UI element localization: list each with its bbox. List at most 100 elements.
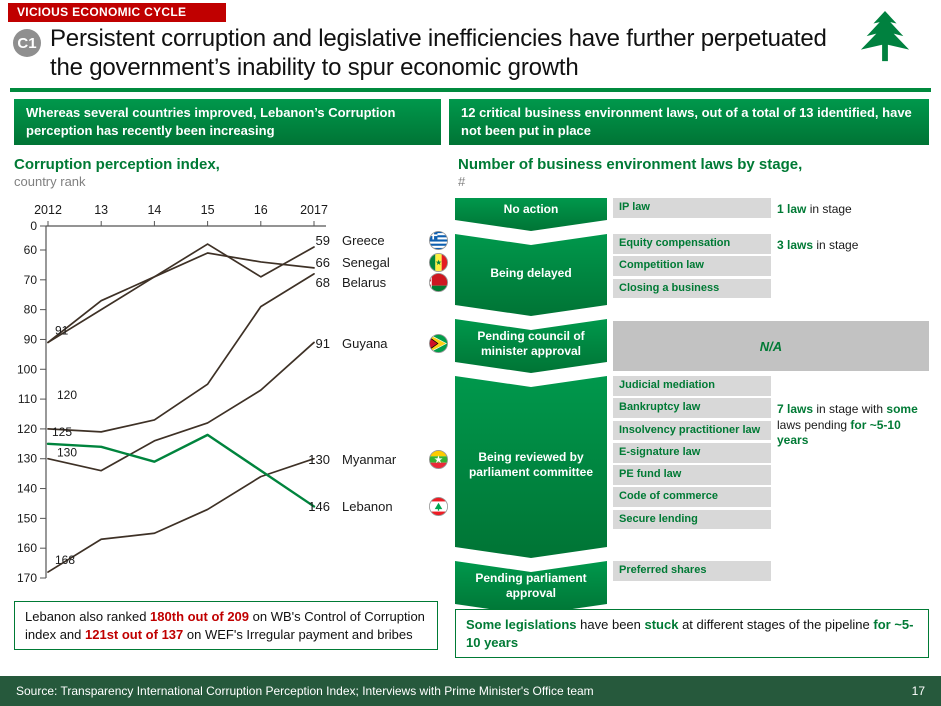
stage-chevron: Pending council of minister approval [455,319,607,373]
y-tick-label: 60 [24,243,38,257]
series-end-value: 59 [315,232,330,248]
page-number: 17 [911,684,925,698]
laws-column: Preferred shares [613,561,771,615]
funnel-stage-3: Pending council of minister approval N/A [455,319,929,373]
right-takeaway-text: Some legislations have been stuck at dif… [466,617,914,650]
y-tick-label: 130 [17,452,37,466]
chart-title: Corruption perception index, [14,156,220,173]
law-box: Closing a business [613,278,771,299]
law-box: Secure lending [613,509,771,530]
flag-belarus-icon [429,272,448,292]
series-line-myanmar [47,457,315,573]
y-tick-label: 110 [18,392,37,406]
series-name: Guyana [342,335,388,351]
stage-note: 3 laws in stage [777,238,859,252]
section-badge: C1 [13,29,41,57]
series-start-value: 125 [52,425,72,439]
y-tick-label: 150 [17,511,37,525]
stage-label: Being delayed [490,265,572,280]
stage-chevron: Being delayed [455,234,607,316]
funnel-section-heading: Number of business environment laws by s… [458,156,802,189]
funnel-stage-4: Being reviewed by parliament committee Ju… [455,376,929,558]
source-text: Source: Transparency International Corru… [16,684,594,698]
law-stage-funnel: No action IP law 1 law in stage Being delay… [455,198,929,618]
law-box: IP law [613,198,771,218]
series-end-value: 130 [308,451,330,467]
series-end-value: 68 [315,274,330,290]
y-tick-label: 0 [30,219,37,233]
left-section-header: Whereas several countries improved, Leba… [14,99,441,145]
x-tick-label: 14 [147,203,161,217]
law-box: Code of commerce [613,487,771,507]
series-name: Greece [342,232,385,248]
series-line-lebanon [46,433,316,508]
x-tick-label: 15 [201,203,215,217]
stage-label: No action [503,202,559,216]
corruption-line-chart: 0 60 70 80 90 100 110 120 130 140 150 160 170 2012 13 1… [17,203,328,585]
chart-container: 0 60 70 80 90 100 110 120 130 140 150 160 170 2012 13 1… [14,196,454,598]
series-line-guyana [47,341,315,472]
cedar-logo-icon [860,11,910,62]
series-end-value: 146 [308,498,330,514]
law-box: Bankruptcy law [613,398,771,418]
y-tick-label: 90 [24,332,38,346]
series-start-value: 91 [55,323,69,337]
series-start-value: 130 [57,446,77,460]
stage-chevron: Being reviewed by parliament committee [455,376,607,558]
left-takeaway-box: Lebanon also ranked 180th out of 209 on … [14,601,438,651]
law-box: Insolvency practitioner law [613,420,771,441]
series-name: Senegal [342,254,390,270]
law-box: E-signature law [613,442,771,463]
right-section-header: 12 critical business environment laws, o… [449,99,929,145]
series-name: Belarus [342,274,387,290]
legend-item-senegal: 66 Senegal ★ [296,252,448,272]
y-tick-label: 170 [17,571,37,585]
chart-legend: 59 Greece 66 Senegal ★ 68 Belarus 91 Guyana 130 My… [14,196,454,598]
flag-myanmar-icon: ★ [429,449,448,469]
chart-subtitle: country rank [14,174,86,189]
funnel-stage-2: Being delayed Equity compensation Competit… [455,234,929,316]
na-box: N/A [613,321,929,371]
series-end-value: 91 [315,335,330,351]
stage-note: 1 law in stage [777,202,852,216]
x-tick-label: 2017 [300,203,328,217]
funnel-stage-1: No action IP law 1 law in stage [455,198,929,231]
series-line-senegal [47,252,315,344]
series-start-value: 168 [55,553,75,567]
x-tick-label: 16 [254,203,268,217]
y-tick-label: 70 [24,273,38,287]
law-box: PE fund law [613,465,771,485]
left-takeaway-text: Lebanon also ranked 180th out of 209 on … [25,609,425,642]
flag-senegal-icon: ★ [429,252,448,272]
series-name: Lebanon [342,498,393,514]
svg-text:★: ★ [435,258,442,267]
y-tick-label: 100 [17,362,37,376]
funnel-title: Number of business environment laws by s… [458,156,803,173]
legend-item-myanmar: 130 Myanmar ★ [296,449,448,469]
kicker-banner: VICIOUS ECONOMIC CYCLE [8,3,226,22]
stage-note: 7 laws in stage with some laws pending f… [777,402,918,448]
series-line-greece [47,243,315,344]
stage-label: Pending council of minister approval [477,329,585,358]
slide-title: Persistent corruption and legislative in… [50,25,827,82]
law-box: Competition law [613,256,771,276]
series-start-value: 120 [57,388,77,402]
y-tick-label: 120 [17,422,37,436]
flag-lebanon-icon [429,496,448,516]
title-divider [10,88,931,92]
legend-item-guyana: 91 Guyana [296,333,448,353]
chart-section-heading: Corruption perception index, country ran… [14,156,220,189]
footer: Source: Transparency International Corru… [0,676,941,706]
x-tick-label: 13 [94,203,108,217]
laws-column: Judicial mediation Bankruptcy law Insolven… [613,376,771,558]
series-name: Myanmar [342,451,397,467]
stage-label: Being reviewed by parliament committee [468,450,594,479]
x-tick-label: 2012 [34,203,62,217]
laws-column: Equity compensation Competition law Closin… [613,234,771,316]
stage-label: Pending parliament approval [475,571,587,600]
y-tick-label: 140 [17,482,37,496]
stage-note [777,561,929,615]
funnel-subtitle: # [458,174,466,189]
series-line-belarus [47,273,315,433]
